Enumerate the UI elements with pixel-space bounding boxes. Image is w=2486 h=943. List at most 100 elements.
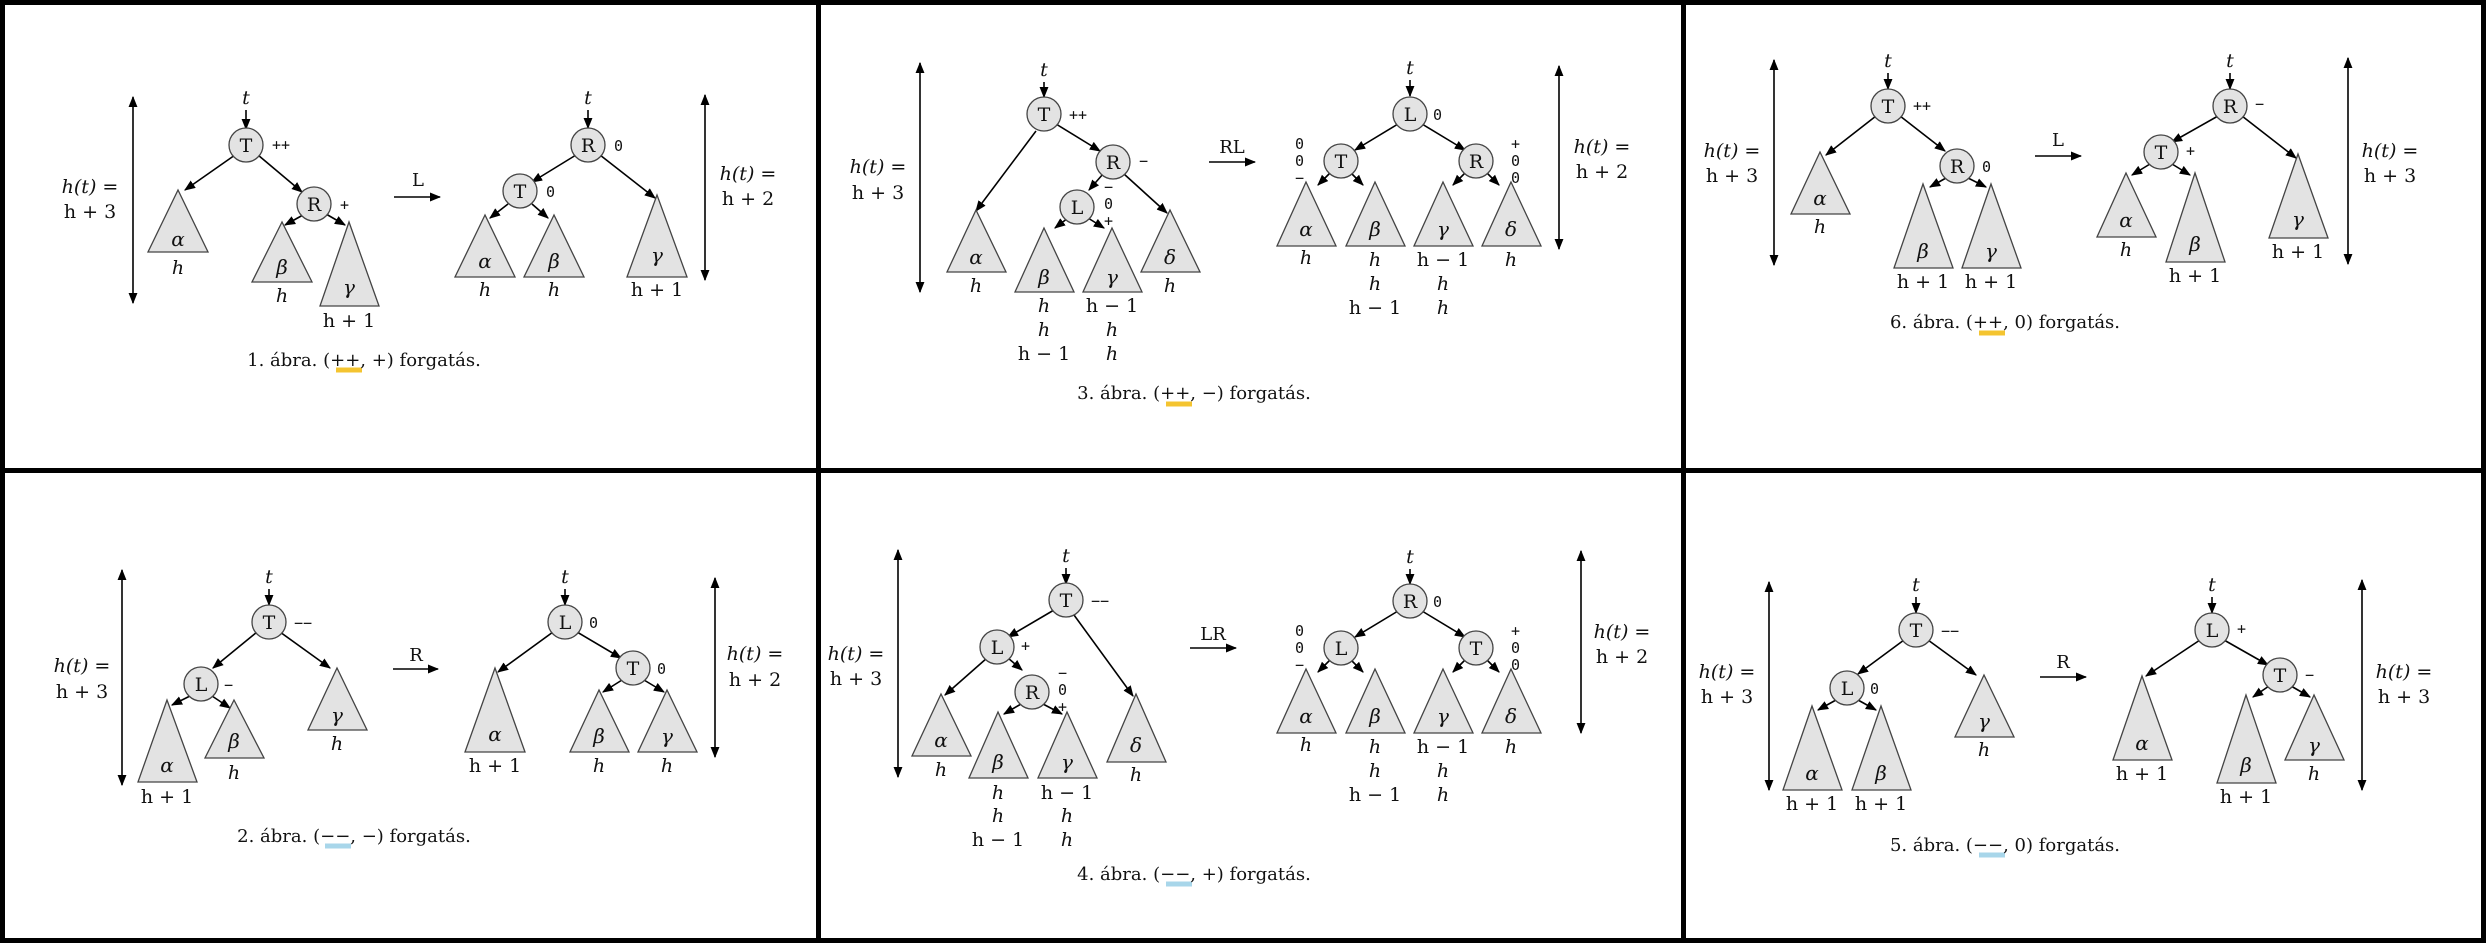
balance-T: − bbox=[2305, 666, 2314, 684]
height-value: h + 2 bbox=[722, 188, 774, 210]
subtree-beta-label: β bbox=[2188, 232, 2201, 256]
figure-2: h(t) = h + 3 t T −− L − α h + 1 β h γ h … bbox=[54, 566, 783, 849]
node-R bbox=[570, 127, 606, 163]
subtree-height: h + 1 bbox=[141, 786, 193, 808]
edge bbox=[257, 154, 303, 193]
edge bbox=[1007, 657, 1023, 671]
subtree-height: h bbox=[1369, 249, 1381, 271]
edge bbox=[643, 679, 665, 693]
height-value: h + 2 bbox=[1596, 646, 1648, 668]
subtree-alpha bbox=[2095, 171, 2158, 238]
subtree-beta-label: β bbox=[2239, 753, 2252, 777]
pointer-t-label: t bbox=[2226, 50, 2234, 72]
node-R-label: R bbox=[1403, 591, 1418, 613]
pointer-t-label: t bbox=[242, 87, 250, 109]
subtree-height: h bbox=[1505, 249, 1517, 271]
balance-R: 0 bbox=[1511, 152, 1520, 170]
height-label: h(t) = bbox=[62, 176, 119, 198]
caption-rest: , +) forgatás. bbox=[360, 350, 481, 371]
subtree-height: h bbox=[1437, 273, 1449, 295]
panel-fig2 bbox=[5, 473, 816, 938]
figure-4: h(t) = h + 3 t T −− L + R − 0 + α h β h … bbox=[828, 545, 1650, 887]
subtree-gamma bbox=[1961, 182, 2022, 269]
subtree-height: h + 1 bbox=[2116, 763, 2168, 785]
caption-prefix: 4. ábra. ( bbox=[1077, 864, 1160, 885]
subtree-beta-label: β bbox=[592, 724, 605, 748]
edge bbox=[975, 130, 1037, 212]
subtree-beta bbox=[968, 710, 1030, 779]
node-T bbox=[1026, 96, 1062, 132]
subtree-gamma-label: γ bbox=[661, 724, 673, 748]
subtree-height: h bbox=[992, 805, 1004, 827]
node-T bbox=[2143, 134, 2179, 170]
pointer-t-label: t bbox=[584, 87, 592, 109]
subtree-gamma-label: γ bbox=[1978, 709, 1990, 733]
caption: 4. ábra. (−−, +) forgatás. bbox=[1077, 864, 1311, 885]
node-T-label: T bbox=[1038, 104, 1051, 126]
caption-main: ++ bbox=[1160, 383, 1190, 404]
height-label: h(t) = bbox=[2376, 661, 2433, 683]
edge bbox=[1485, 171, 1500, 186]
subtree-delta-label: δ bbox=[1164, 245, 1176, 269]
subtree-alpha bbox=[464, 666, 526, 753]
subtree-alpha bbox=[1275, 180, 1338, 247]
caption-prefix: 3. ábra. ( bbox=[1077, 383, 1160, 404]
subtree-alpha-label: α bbox=[488, 722, 502, 746]
edge bbox=[602, 679, 623, 693]
node-T bbox=[615, 650, 651, 686]
caption-rest: , −) forgatás. bbox=[1190, 383, 1311, 404]
caption-rest: , −) forgatás. bbox=[350, 826, 471, 847]
subtree-gamma bbox=[626, 193, 688, 278]
node-L bbox=[1392, 96, 1428, 132]
edge bbox=[1927, 639, 1977, 676]
edge bbox=[599, 154, 656, 199]
node-R-label: R bbox=[1950, 156, 1965, 178]
edge bbox=[1087, 217, 1105, 229]
edge bbox=[1857, 639, 1905, 675]
rotation-label: R bbox=[409, 645, 423, 666]
edge bbox=[1967, 177, 1988, 188]
subtree-height: h bbox=[992, 782, 1004, 804]
edge bbox=[2171, 163, 2191, 176]
node-L bbox=[1323, 630, 1359, 666]
balance-L: + bbox=[1104, 212, 1113, 230]
subtree-height: h bbox=[479, 279, 491, 301]
caption-main: ++ bbox=[1973, 312, 2003, 333]
node-L bbox=[547, 604, 583, 640]
subtree-beta-label: β bbox=[1916, 239, 1929, 263]
edge bbox=[1421, 610, 1466, 638]
rotation-label: LR bbox=[1200, 624, 1226, 645]
balance-L: + bbox=[1021, 637, 1030, 655]
edge bbox=[1003, 703, 1022, 715]
node-R-label: R bbox=[1469, 151, 1484, 173]
node-T bbox=[1898, 612, 1934, 648]
node-L-label: L bbox=[195, 674, 208, 696]
height-label: h(t) = bbox=[850, 156, 907, 178]
node-R bbox=[1095, 144, 1131, 180]
balance-T: 0 bbox=[1295, 135, 1304, 153]
height-value: h + 3 bbox=[852, 182, 904, 204]
balance-R: 0 bbox=[1433, 593, 1442, 611]
node-T bbox=[1458, 630, 1494, 666]
caption-main: −− bbox=[1160, 864, 1190, 885]
balance-T: 0 bbox=[657, 660, 666, 678]
balance-R: + bbox=[1058, 698, 1067, 716]
balance-L: 0 bbox=[1295, 639, 1304, 657]
node-T bbox=[1870, 88, 1906, 124]
height-value: h + 3 bbox=[2364, 165, 2416, 187]
subtree-alpha-label: α bbox=[934, 728, 948, 752]
node-R bbox=[2212, 88, 2248, 124]
subtree-height: h bbox=[1038, 295, 1050, 317]
subtree-beta bbox=[1851, 704, 1912, 791]
edge bbox=[944, 657, 988, 696]
subtree-height: h bbox=[1106, 343, 1118, 365]
height-value: h + 3 bbox=[1706, 165, 1758, 187]
node-T-label: T bbox=[1060, 590, 1073, 612]
balance-R: + bbox=[1511, 135, 1520, 153]
caption-prefix: 1. ábra. ( bbox=[247, 350, 330, 371]
edge bbox=[1317, 171, 1332, 186]
balance-T: 0 bbox=[1295, 152, 1304, 170]
edge bbox=[170, 695, 191, 706]
subtree-height: h bbox=[1369, 760, 1381, 782]
